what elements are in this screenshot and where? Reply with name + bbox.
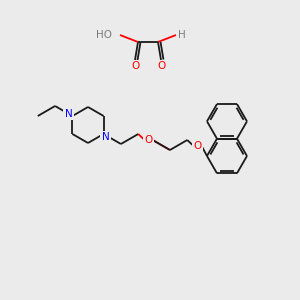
Text: HO: HO	[96, 30, 112, 40]
Text: O: O	[131, 61, 139, 71]
Text: O: O	[145, 135, 153, 145]
Text: N: N	[64, 109, 72, 119]
Text: N: N	[102, 132, 110, 142]
Text: O: O	[157, 61, 165, 71]
Text: H: H	[178, 30, 186, 40]
Text: O: O	[194, 141, 202, 151]
